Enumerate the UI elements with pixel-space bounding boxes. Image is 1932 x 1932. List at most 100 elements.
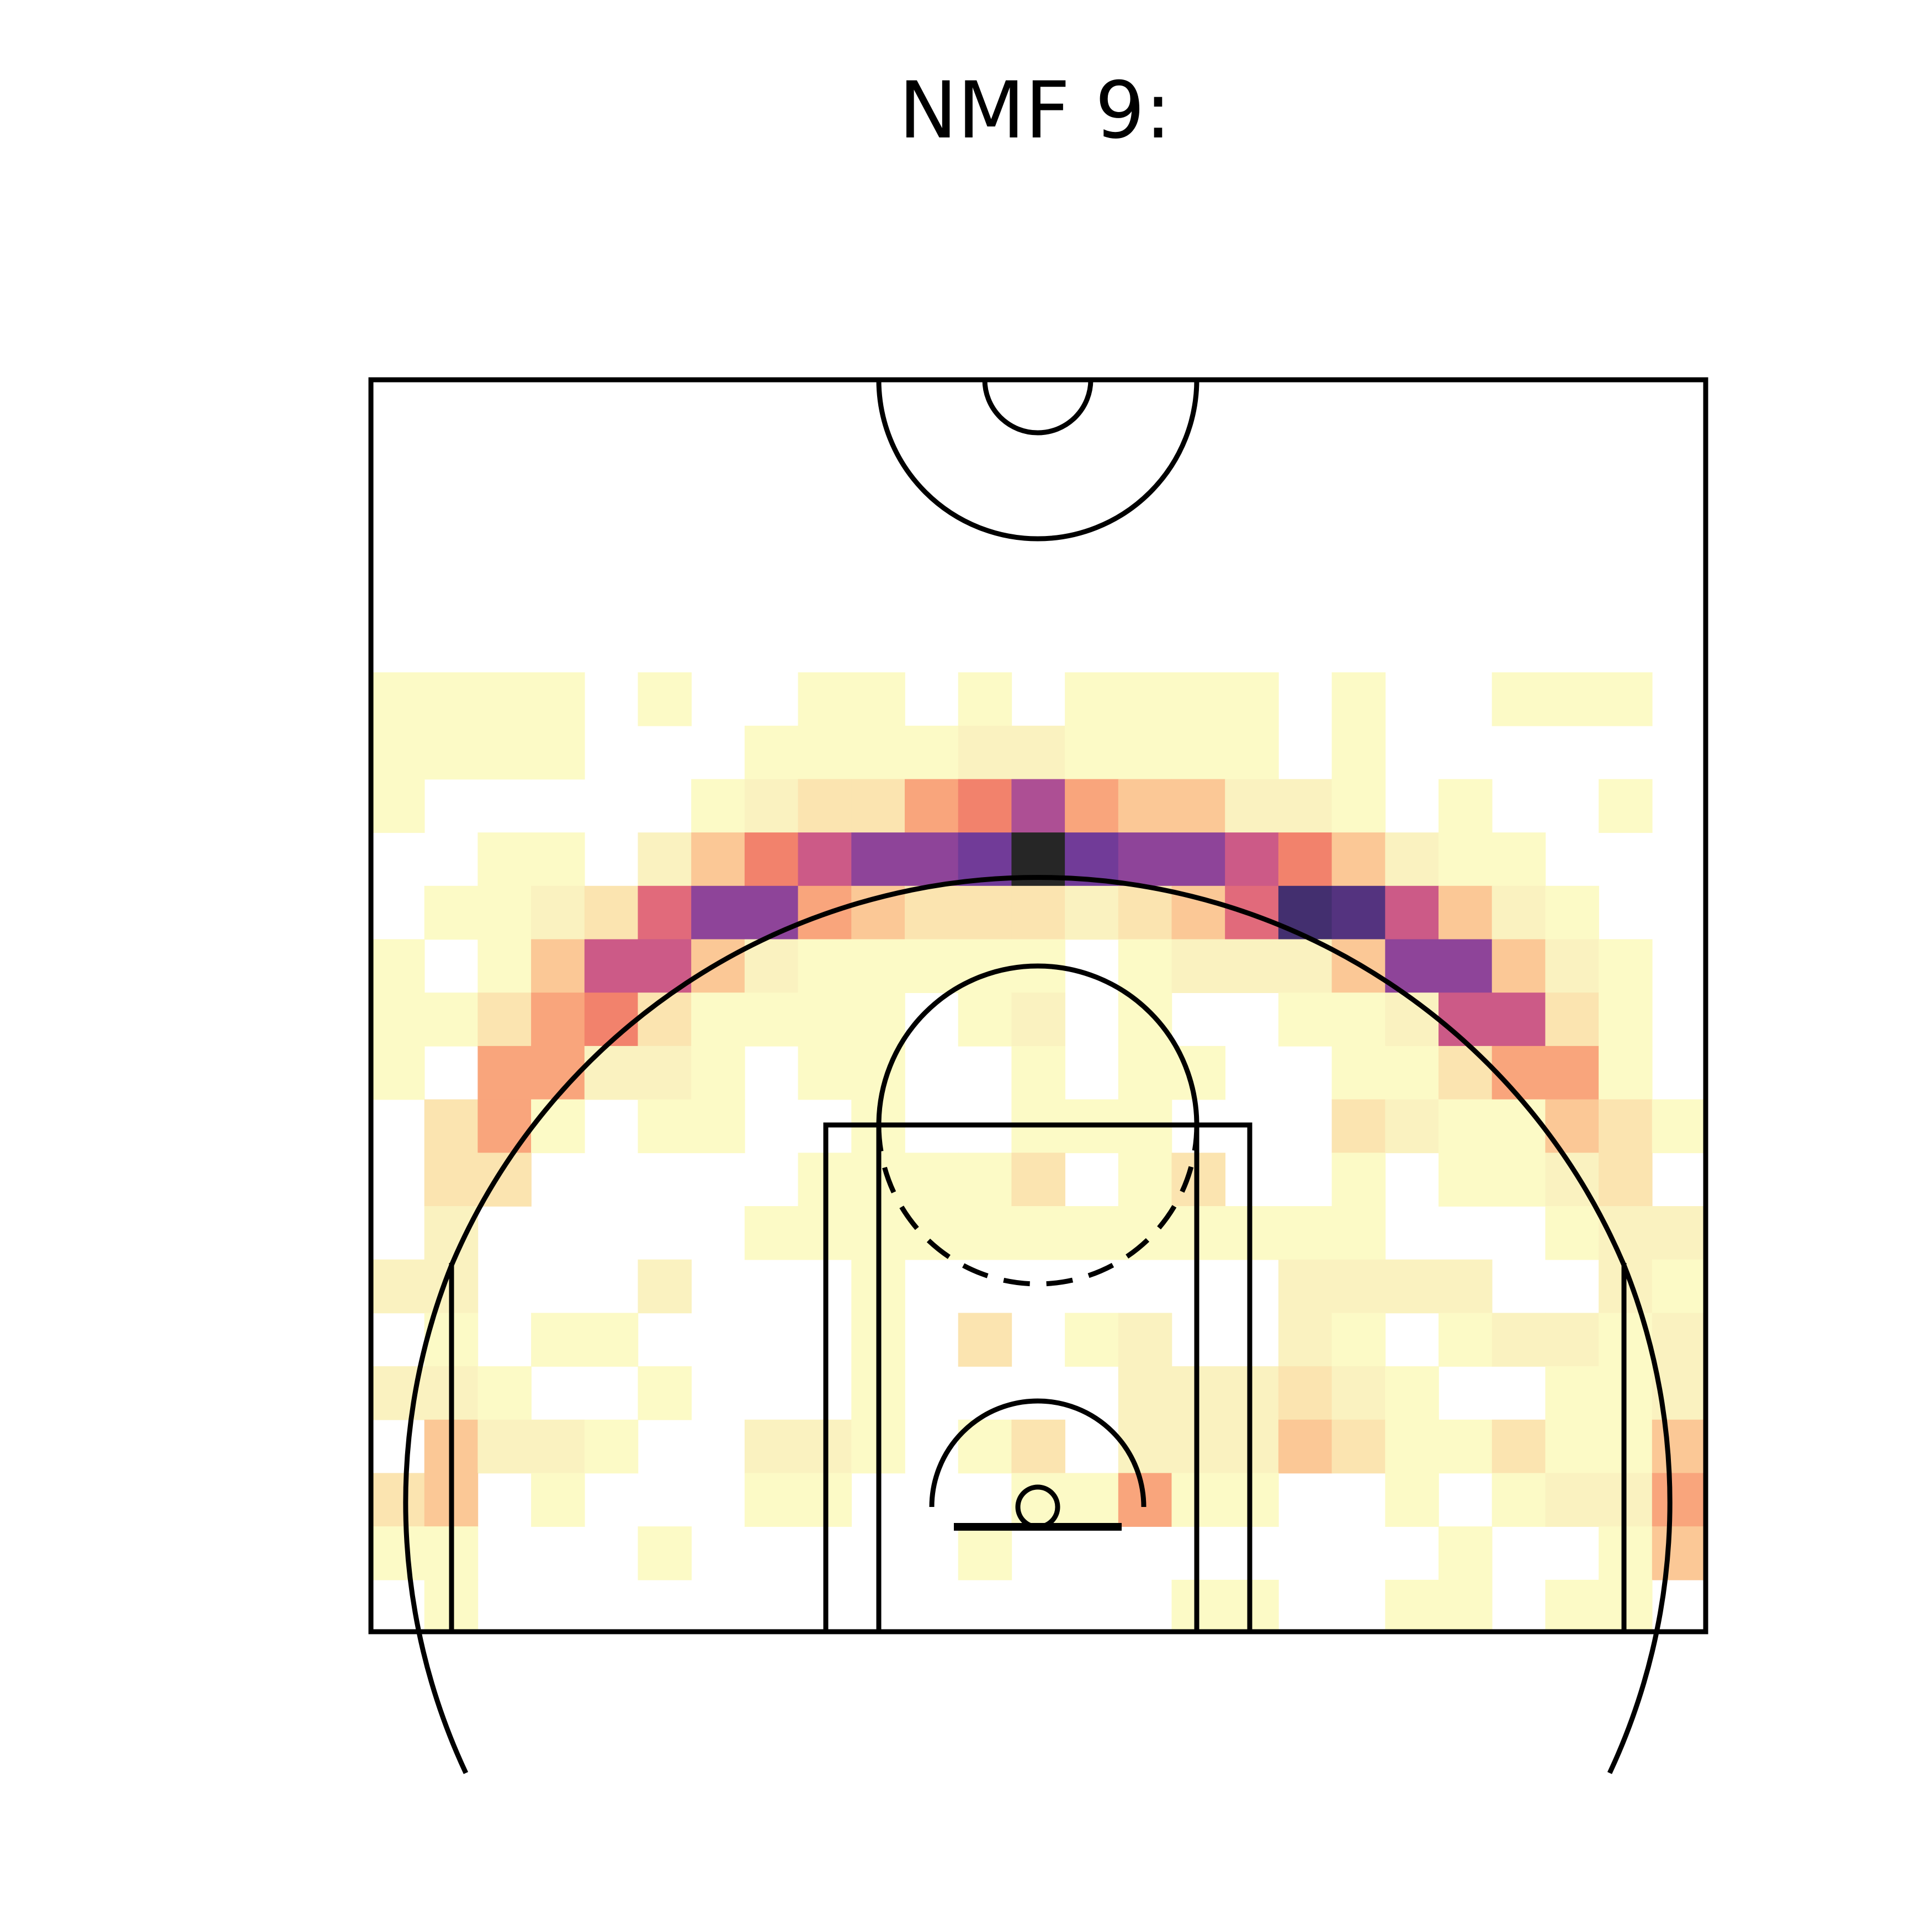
heatmap-cell <box>1492 672 1546 726</box>
heatmap-cell <box>424 992 479 1047</box>
heatmap-cell <box>477 1366 532 1420</box>
three-point-arc <box>403 875 1673 1774</box>
heatmap-cell <box>1439 832 1493 887</box>
heatmap-cell <box>1278 1366 1333 1420</box>
heatmap-cell <box>1439 779 1493 833</box>
heatmap-cell <box>1118 1313 1172 1367</box>
heatmap-cell <box>371 1259 425 1314</box>
heatmap-cell <box>1545 672 1599 726</box>
heatmap-cell <box>1065 672 1119 726</box>
heatmap-cell <box>691 832 745 887</box>
heatmap-cell <box>1065 1473 1119 1527</box>
heatmap-cell <box>371 1473 425 1527</box>
heatmap-cell <box>1385 832 1439 887</box>
heatmap-cell <box>1652 1419 1706 1474</box>
heatmap-cell <box>1011 1419 1065 1474</box>
heatmap-cell <box>1171 939 1225 993</box>
heatmap-cell <box>1385 1419 1439 1474</box>
heatmap-cell <box>1331 672 1386 726</box>
heatmap-cell <box>1331 779 1386 833</box>
heatmap-cell <box>1385 1366 1439 1420</box>
heatmap-cell <box>584 1419 639 1474</box>
heatmap-cell <box>371 1045 425 1100</box>
heatmap-cell <box>1331 725 1386 780</box>
restricted-area-arc <box>929 1398 1147 1508</box>
heatmap-cell <box>1599 1153 1653 1207</box>
heatmap-cell <box>1331 1045 1386 1100</box>
heatmap-cell <box>477 725 532 780</box>
heatmap-cell <box>1118 939 1172 993</box>
heatmap-cell <box>531 885 585 940</box>
heatmap-cell <box>584 1045 639 1100</box>
heatmap-cell <box>1171 672 1225 726</box>
heatmap-cell <box>1385 885 1439 940</box>
heatmap-cell <box>1545 1366 1599 1420</box>
heatmap-cell <box>1118 1206 1172 1260</box>
heatmap-cell <box>1492 1419 1546 1474</box>
heatmap-cell <box>584 939 639 993</box>
heatmap-cell <box>1439 939 1493 993</box>
heatmap-cell <box>1439 1099 1493 1154</box>
heatmap-cell <box>744 992 799 1047</box>
heatmap-cell <box>958 1313 1012 1367</box>
heatmap-cell <box>851 779 905 833</box>
heatmap-cell <box>744 725 799 780</box>
heatmap-cell <box>958 1206 1012 1260</box>
heatmap-cell <box>1492 1313 1546 1367</box>
heatmap-cell <box>798 779 852 833</box>
heatmap-cell <box>477 1419 532 1474</box>
heatmap-cell <box>1065 885 1119 940</box>
heatmap-cell <box>638 1099 692 1154</box>
heatmap-cell <box>1492 1045 1546 1100</box>
heatmap-cell <box>691 779 745 833</box>
heatmap-cell <box>1331 1153 1386 1207</box>
heatmap-cell <box>638 672 692 726</box>
heatmap-cell <box>1065 779 1119 833</box>
heatmap-cell <box>638 1259 692 1314</box>
heatmap-cell <box>1545 1313 1599 1367</box>
heatmap-cell <box>1278 1419 1333 1474</box>
heatmap-cell <box>584 885 639 940</box>
heatmap-cell <box>1599 992 1653 1047</box>
heatmap-cell <box>798 725 852 780</box>
heatmap-cell <box>1545 1099 1599 1154</box>
heatmap-cell <box>1545 1419 1599 1474</box>
heatmap-cell <box>905 725 959 780</box>
heatmap-cell <box>691 1099 745 1154</box>
heatmap-cell <box>1385 1579 1439 1634</box>
heatmap-cell <box>798 992 852 1047</box>
heatmap-cell <box>424 885 479 940</box>
heatmap-cell <box>1439 1153 1493 1207</box>
heatmap-cell <box>477 885 532 940</box>
heatmap-cell <box>477 992 532 1047</box>
heatmap-cell <box>1278 1206 1333 1260</box>
heatmap-cell <box>638 885 692 940</box>
heatmap-cell <box>1118 779 1172 833</box>
heatmap-cell <box>1599 779 1653 833</box>
heatmap-cell <box>744 1419 799 1474</box>
heatmap-cell <box>1118 992 1172 1047</box>
heatmap-cell <box>1011 1045 1065 1100</box>
heatmap-cell <box>424 1206 479 1260</box>
heatmap-cell <box>1439 1259 1493 1314</box>
center-circle-inner <box>982 379 1094 436</box>
heatmap-cell <box>531 832 585 887</box>
heatmap-cell <box>744 779 799 833</box>
heatmap-cell <box>798 1045 852 1100</box>
heatmap-cell <box>1439 885 1493 940</box>
heatmap-cell <box>958 725 1012 780</box>
heatmap-cell <box>638 1526 692 1580</box>
heatmap-cell <box>1118 832 1172 887</box>
heatmap-cell <box>531 939 585 993</box>
heatmap-cell <box>1492 992 1546 1047</box>
heatmap-cell <box>1652 1206 1706 1260</box>
heatmap-cell <box>1545 1045 1599 1100</box>
heatmap-cell <box>531 992 585 1047</box>
heatmap-cell <box>1011 779 1065 833</box>
heatmap-cell <box>477 1045 532 1100</box>
heatmap-cell <box>905 779 959 833</box>
heatmap-cell <box>958 992 1012 1047</box>
heatmap-cell <box>1492 1153 1546 1207</box>
heatmap-cell <box>1492 885 1546 940</box>
